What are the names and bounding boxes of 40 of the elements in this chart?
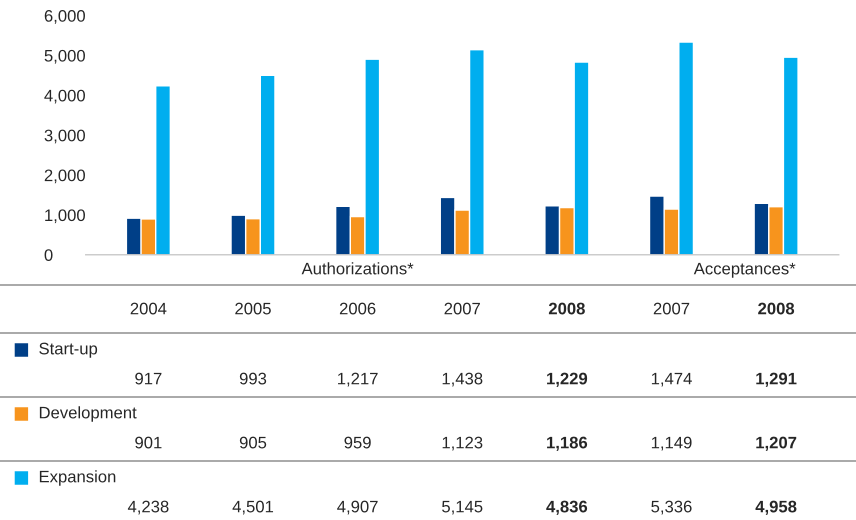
data-label: 4,958: [756, 500, 796, 515]
x-tick-label: 2007: [654, 302, 690, 314]
data-label: 4,907: [337, 500, 378, 514]
data-label: 5,336: [651, 500, 692, 514]
text: Authorizations*: [302, 262, 414, 274]
x-tick-label: 2007: [444, 302, 480, 314]
x-tick-label: 2008: [758, 302, 794, 314]
y-tick-label: 5,000: [44, 50, 85, 64]
data-label: 901: [135, 436, 162, 448]
data-label: 4,836: [546, 500, 588, 515]
legend-label: Development: [40, 406, 137, 422]
data-label: 905: [240, 436, 266, 448]
x-tick-label: 2008: [548, 302, 585, 314]
data-label: 1,207: [756, 436, 796, 451]
y-tick-label: 6,000: [44, 10, 85, 24]
data-label: 1,291: [756, 372, 796, 387]
data-label: 959: [344, 436, 371, 448]
x-tick-label: 2005: [235, 302, 271, 314]
y-tick-label: 3,000: [44, 130, 85, 144]
data-label: 5,145: [442, 500, 482, 514]
y-tick-label: 1,000: [45, 209, 85, 224]
data-label: 1,217: [338, 372, 378, 386]
data-label: 1,438: [442, 372, 482, 386]
y-tick-label: 2,000: [44, 169, 85, 184]
data-label: 4,501: [232, 500, 274, 514]
data-label: 993: [240, 372, 266, 384]
data-label: 1,229: [547, 372, 588, 387]
x-tick-label: 2006: [340, 302, 376, 314]
text: Acceptances*: [694, 262, 796, 278]
data-label: 1,186: [547, 436, 588, 451]
data-label: 1,123: [442, 436, 482, 450]
legend-label: Start-up: [39, 342, 98, 358]
data-label: 1,149: [652, 436, 692, 450]
y-tick-label: 0: [44, 249, 53, 262]
y-tick-label: 4,000: [44, 90, 85, 104]
data-label: 1,474: [652, 372, 692, 386]
data-label: 4,238: [128, 500, 169, 514]
x-tick-label: 2004: [130, 302, 166, 314]
data-label: 917: [135, 372, 162, 384]
legend-label: Expansion: [40, 470, 116, 486]
